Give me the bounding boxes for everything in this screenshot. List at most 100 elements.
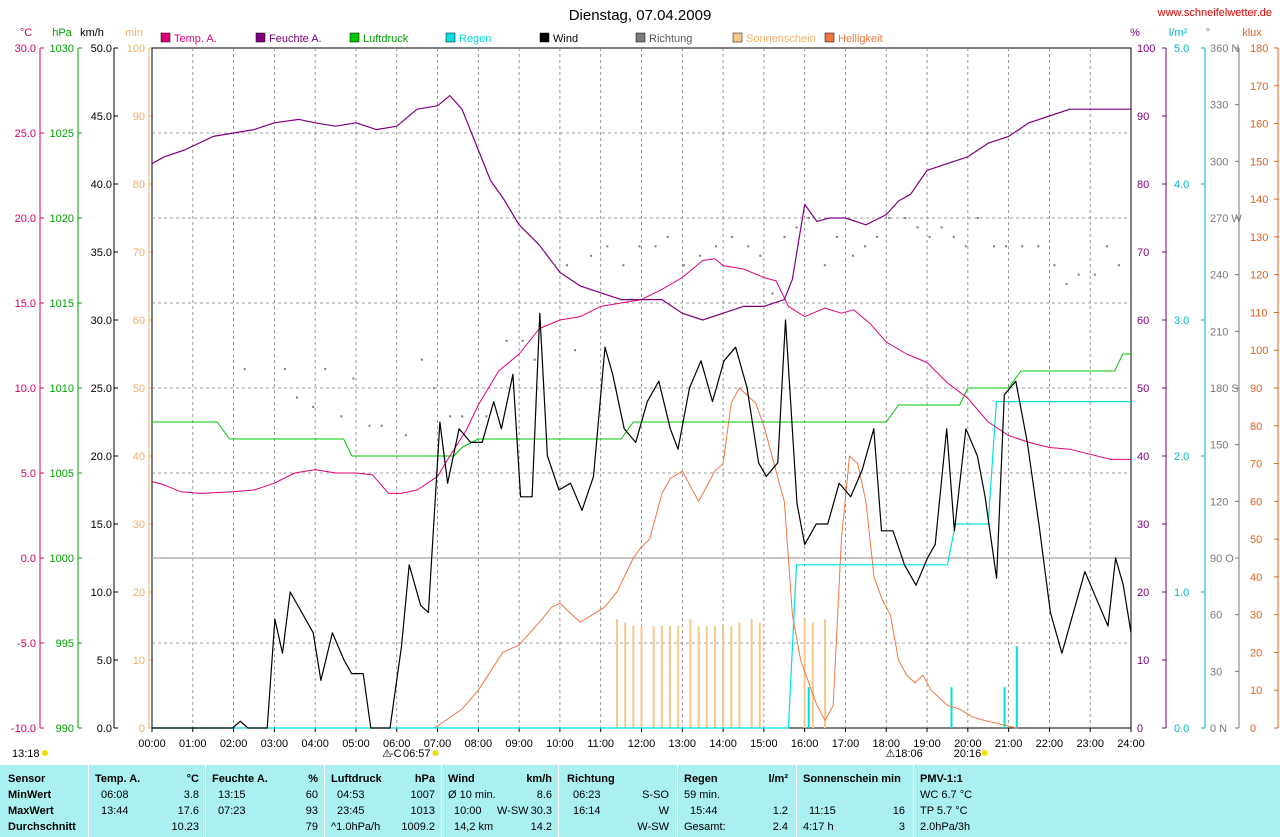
direction-point-13 (461, 415, 464, 418)
x-label-8: 08:00 (465, 738, 493, 750)
direction-point-54 (1053, 264, 1056, 267)
x-label-10: 10:00 (546, 738, 574, 750)
direction-point-48 (964, 245, 967, 248)
regen-max-value: 1.2 (772, 805, 788, 817)
lux-axis-label-9: 90 (1250, 383, 1262, 395)
wind-axis-label-6: 20.0 (91, 451, 112, 463)
dir-axis-label-3: 270 W (1210, 213, 1242, 225)
dir-axis-label-0: 360 N (1210, 43, 1239, 55)
left-axes: 30.025.020.015.010.05.00.0-5.0-10.010301… (11, 43, 153, 735)
x-label-15: 15:00 (750, 738, 778, 750)
temp-unit: °C (186, 773, 199, 785)
direction-point-11 (433, 387, 436, 389)
row-label-max: MaxWert (8, 805, 54, 817)
wind-axis-label-1: 45.0 (91, 111, 112, 123)
hum-axis-label-6: 40 (1137, 451, 1149, 463)
x-label-2: 02:00 (220, 738, 248, 750)
direction-point-49 (976, 217, 979, 219)
press-axis-label-8: 990 (56, 723, 74, 735)
direction-point-32 (759, 254, 762, 257)
sun-axis-label-0: 100 (127, 43, 145, 55)
direction-point-36 (807, 217, 810, 219)
legend-swatch-4 (539, 32, 550, 43)
richtung-min-value: S-SO (642, 789, 669, 801)
dir-axis-label-4: 240 (1210, 270, 1228, 282)
dir-axis-label-2: 300 (1210, 156, 1228, 168)
stats-temp: Temp. A. °C 06:08 3.8 13:44 17.6 10.23 (89, 765, 206, 837)
rain-axis-label-4: 1.0 (1174, 587, 1189, 599)
series-temp (151, 258, 1131, 494)
sunrise-c-label: -C (390, 748, 402, 760)
regen-header: Regen (684, 773, 718, 785)
wind-axis-label-4: 30.0 (91, 315, 112, 327)
wind-distance: 14,2 km (454, 821, 494, 833)
direction-point-17 (533, 358, 536, 361)
dir-axis-label-11: 30 (1210, 666, 1222, 678)
temp-header: Temp. A. (95, 773, 141, 785)
wind-axis-label-2: 40.0 (91, 179, 112, 191)
dir-axis-label-6: 180 S (1210, 383, 1239, 395)
sun-axis-label-4: 60 (133, 315, 145, 327)
direction-point-42 (888, 217, 891, 219)
temp-axis-label-3: 15.0 (15, 298, 36, 310)
luftdruck-trend: ^1.0hPa/h (331, 821, 381, 833)
sun-axis-label-1: 90 (133, 111, 145, 123)
direction-point-37 (823, 264, 826, 267)
site-link[interactable]: www.schneifelwetter.de (1157, 7, 1272, 19)
stats-pmv: PMV-1:1 WC 6.7 °C TP 5.7 °C 2.0hPa/3h (914, 765, 1034, 837)
press-axis-label-2: 1020 (50, 213, 74, 225)
x-label-7: 07:00 (424, 738, 452, 750)
weather-chart: Dienstag, 07.04.2009 www.schneifelwetter… (11, 7, 1279, 760)
direction-point-31 (747, 245, 750, 248)
hum-axis-label-4: 60 (1137, 315, 1149, 327)
x-label-0: 00:00 (138, 738, 166, 750)
direction-point-14 (485, 415, 488, 418)
regen-duration: 59 min. (684, 789, 721, 801)
wind-avg10-label: Ø 10 min. (448, 789, 496, 801)
direction-point-39 (852, 254, 855, 257)
wind-header: Wind (448, 773, 475, 785)
temp-max-time: 13:44 (101, 805, 129, 817)
hum-axis-label-1: 90 (1137, 111, 1149, 123)
direction-point-30 (731, 235, 734, 238)
x-label-3: 03:00 (261, 738, 289, 750)
legend-swatch-6 (732, 32, 743, 43)
temp-axis-label-1: 25.0 (15, 128, 36, 140)
wind-avg-value: 14.2 (530, 821, 552, 833)
direction-point-22 (606, 245, 609, 248)
rain-axis-label-2: 3.0 (1174, 315, 1189, 327)
direction-point-41 (876, 235, 879, 238)
wind-avg10-value: 8.6 (536, 789, 552, 801)
temp-axis-label-8: -10.0 (11, 723, 36, 735)
lux-axis-label-14: 40 (1250, 572, 1262, 584)
press-axis-label-7: 995 (56, 638, 74, 650)
direction-point-4 (324, 368, 327, 371)
sonne-max-time: 11:15 (809, 805, 836, 817)
x-label-18: 18:00 (872, 738, 900, 750)
row-label-avg: Durchschnitt (8, 821, 76, 833)
direction-point-9 (404, 434, 407, 437)
regen-unit: l/m² (768, 773, 788, 785)
richtung-max-time: 16:14 (573, 805, 601, 817)
wind-axis-label-0: 50.0 (91, 43, 112, 55)
direction-point-38 (835, 235, 838, 238)
direction-point-43 (904, 217, 907, 219)
direction-point-59 (1117, 264, 1120, 267)
lux-axis-label-12: 60 (1250, 496, 1262, 508)
hum-axis-label-7: 30 (1137, 519, 1149, 531)
direction-point-56 (1077, 273, 1080, 276)
sun-duration-label: 13:18 (12, 748, 40, 760)
axis-unit-temp: °C (20, 27, 32, 39)
direction-point-25 (654, 245, 657, 248)
press-axis-label-6: 1000 (50, 553, 74, 565)
legend-swatch-1 (255, 32, 266, 43)
wind-max-time: 10:00 (454, 805, 482, 817)
sun-axis-label-6: 40 (133, 451, 145, 463)
lux-axis-label-7: 110 (1250, 307, 1268, 319)
direction-point-20 (574, 349, 577, 352)
x-label-22: 22:00 (1036, 738, 1064, 750)
legend-label-3: Regen (459, 33, 491, 45)
direction-point-28 (698, 254, 701, 257)
direction-point-29 (715, 245, 718, 248)
wind-axis-label-10: 0.0 (97, 723, 112, 735)
